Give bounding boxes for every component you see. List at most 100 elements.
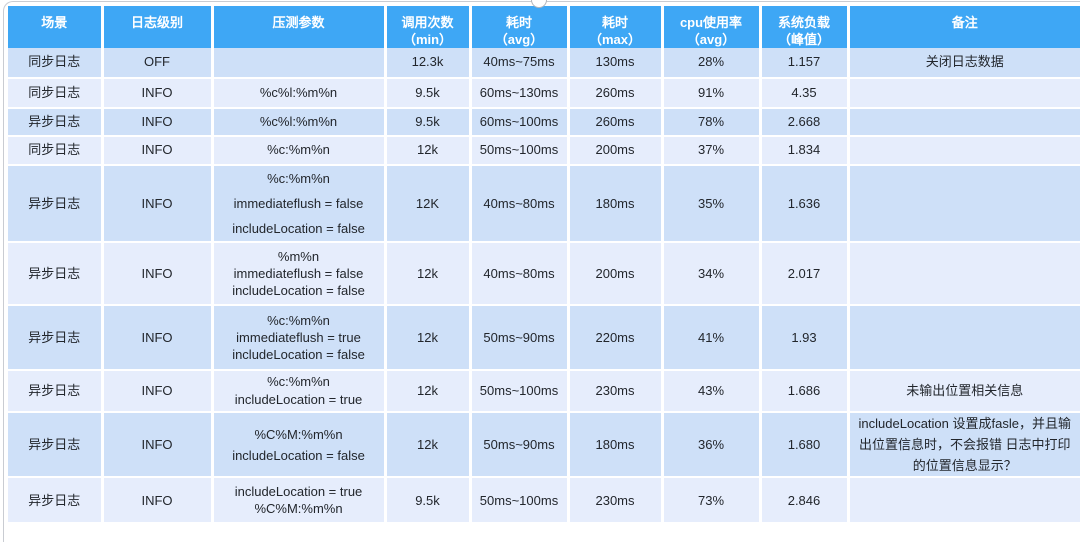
level-cell: INFO — [102, 136, 212, 165]
scene-cell: 异步日志 — [8, 305, 102, 370]
table-header: 场景日志级别压测参数调用次数（min）耗时（avg）耗时（max）cpu使用率（… — [8, 6, 1080, 48]
avg-time-cell: 50ms~100ms — [470, 136, 568, 165]
calls-cell: 9.5k — [385, 477, 470, 523]
note-cell: includeLocation 设置成fasle，并且输出位置信息时，不会报错 … — [848, 412, 1080, 477]
column-header-sub: （min） — [387, 31, 469, 48]
load-cell: 2.017 — [760, 242, 848, 305]
level-cell: INFO — [102, 370, 212, 412]
column-header: 日志级别 — [102, 6, 212, 48]
params-cell — [212, 48, 385, 78]
cpu-cell: 73% — [662, 477, 760, 523]
param-line: includeLocation = true — [218, 391, 380, 409]
column-header-label: 系统负载 — [762, 14, 847, 31]
param-line: %C%M:%m%n — [218, 424, 380, 445]
params-cell: %c%l:%m%n — [212, 108, 385, 136]
max-time-cell: 230ms — [568, 477, 662, 523]
column-header-sub: （avg） — [664, 31, 759, 48]
param-line: %C%M:%m%n — [218, 500, 380, 517]
max-time-cell: 260ms — [568, 108, 662, 136]
calls-cell: 12k — [385, 136, 470, 165]
column-header: 耗时（avg） — [470, 6, 568, 48]
column-header-label: 场景 — [8, 14, 101, 31]
level-cell: OFF — [102, 48, 212, 78]
cpu-cell: 28% — [662, 48, 760, 78]
param-line: includeLocation = false — [218, 445, 380, 466]
level-cell: INFO — [102, 477, 212, 523]
params-cell: %c%l:%m%n — [212, 78, 385, 108]
column-header-sub: （avg） — [472, 31, 567, 48]
level-cell: INFO — [102, 78, 212, 108]
param-line: %c:%m%n — [218, 166, 380, 191]
note-cell — [848, 477, 1080, 523]
note-cell — [848, 108, 1080, 136]
param-line: includeLocation = false — [218, 346, 380, 363]
scene-cell: 异步日志 — [8, 412, 102, 477]
scene-cell: 同步日志 — [8, 48, 102, 78]
column-header-label: 调用次数 — [387, 14, 469, 31]
cpu-cell: 43% — [662, 370, 760, 412]
param-line: %c:%m%n — [218, 312, 380, 329]
column-header-label: 备注 — [850, 14, 1080, 31]
max-time-cell: 230ms — [568, 370, 662, 412]
param-line: immediateflush = false — [218, 191, 380, 216]
cpu-cell: 35% — [662, 165, 760, 242]
scene-cell: 异步日志 — [8, 165, 102, 242]
load-cell: 1.834 — [760, 136, 848, 165]
calls-cell: 12k — [385, 242, 470, 305]
calls-cell: 12k — [385, 370, 470, 412]
scene-cell: 同步日志 — [8, 78, 102, 108]
note-cell — [848, 305, 1080, 370]
max-time-cell: 180ms — [568, 412, 662, 477]
calls-cell: 9.5k — [385, 108, 470, 136]
level-cell: INFO — [102, 242, 212, 305]
column-header: cpu使用率（avg） — [662, 6, 760, 48]
avg-time-cell: 50ms~100ms — [470, 370, 568, 412]
column-header-label: 耗时 — [570, 14, 661, 31]
note-cell — [848, 165, 1080, 242]
level-cell: INFO — [102, 165, 212, 242]
column-header-sub: （max） — [570, 31, 661, 48]
column-header-label: cpu使用率 — [664, 14, 759, 31]
avg-time-cell: 50ms~90ms — [470, 305, 568, 370]
cpu-cell: 78% — [662, 108, 760, 136]
param-line: includeLocation = true — [218, 483, 380, 500]
column-header-sub: （峰值） — [762, 31, 847, 48]
max-time-cell: 220ms — [568, 305, 662, 370]
load-cell: 2.846 — [760, 477, 848, 523]
cpu-cell: 37% — [662, 136, 760, 165]
avg-time-cell: 50ms~90ms — [470, 412, 568, 477]
scene-cell: 同步日志 — [8, 136, 102, 165]
param-line: %c:%m%n — [218, 141, 380, 160]
avg-time-cell: 40ms~80ms — [470, 242, 568, 305]
calls-cell: 12k — [385, 412, 470, 477]
param-line: %c:%m%n — [218, 373, 380, 391]
benchmark-table: 场景日志级别压测参数调用次数（min）耗时（avg）耗时（max）cpu使用率（… — [8, 6, 1080, 524]
param-line: %c%l:%m%n — [218, 84, 380, 103]
param-line: immediateflush = false — [218, 265, 380, 282]
avg-time-cell: 60ms~100ms — [470, 108, 568, 136]
avg-time-cell: 40ms~80ms — [470, 165, 568, 242]
param-line: immediateflush = true — [218, 329, 380, 346]
note-cell — [848, 136, 1080, 165]
column-header: 备注 — [848, 6, 1080, 48]
note-cell: 关闭日志数据 — [848, 48, 1080, 78]
level-cell: INFO — [102, 108, 212, 136]
column-header: 压测参数 — [212, 6, 385, 48]
level-cell: INFO — [102, 305, 212, 370]
param-line: includeLocation = false — [218, 282, 380, 299]
param-line: %m%n — [218, 248, 380, 265]
avg-time-cell: 60ms~130ms — [470, 78, 568, 108]
column-header-label: 压测参数 — [214, 14, 384, 31]
column-header-label: 耗时 — [472, 14, 567, 31]
